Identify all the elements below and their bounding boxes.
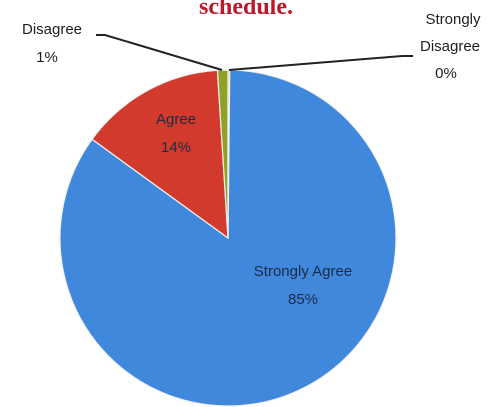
label-agree-name: Agree (156, 111, 196, 128)
label-agree-value: 14% (161, 139, 191, 156)
pie-slice-agree (91, 69, 229, 240)
label-strongly-agree-value: 85% (288, 291, 318, 308)
pie-slices (59, 69, 397, 407)
label-disagree-name: Disagree (22, 21, 82, 38)
label-disagree-value: 1% (36, 49, 58, 66)
leader-line-disagree (96, 34, 223, 71)
leader-line-strongly-disagree (228, 55, 413, 71)
label-strongly-disagree-line1: Strongly (425, 11, 481, 28)
chart-title: schedule. (199, 0, 293, 20)
label-strongly-agree-name: Strongly Agree (254, 263, 352, 280)
pie-slice-strongly-agree (59, 69, 397, 407)
label-strongly-disagree-value: 0% (435, 65, 457, 82)
label-strongly-disagree-line2: Disagree (420, 38, 480, 55)
